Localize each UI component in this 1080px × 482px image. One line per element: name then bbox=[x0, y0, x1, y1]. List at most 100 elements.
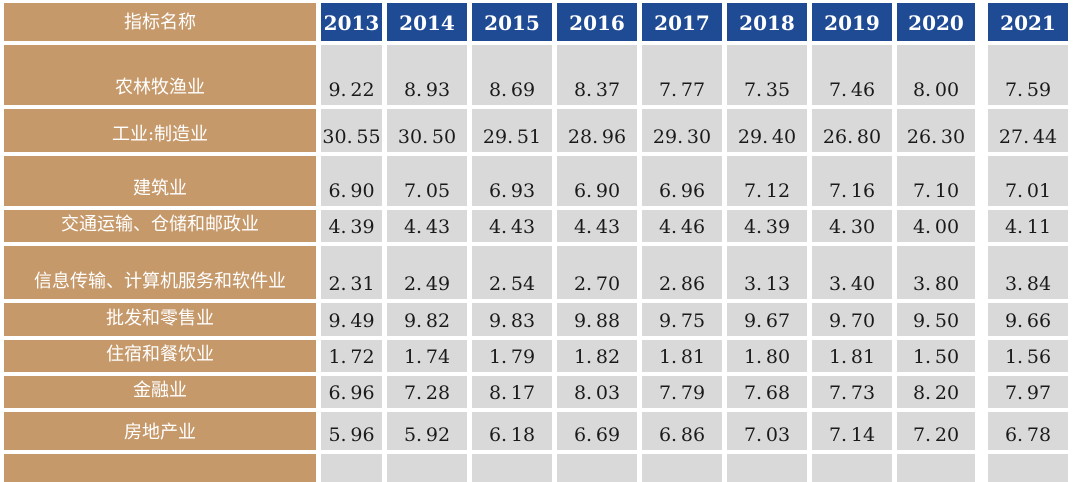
value-cell: 3. 80 bbox=[897, 246, 975, 299]
value-cell: 4. 43 bbox=[557, 210, 637, 242]
value-cell: 2. 63 bbox=[472, 454, 552, 482]
value-cell: 1. 81 bbox=[812, 340, 892, 372]
value-cell: 4. 43 bbox=[472, 210, 552, 242]
row-label: 租赁和商务服务业 bbox=[4, 454, 316, 482]
row-label: 批发和零售业 bbox=[4, 303, 316, 336]
value-cell: 7. 01 bbox=[980, 156, 1068, 206]
value-cell: 9. 70 bbox=[812, 303, 892, 336]
header-label: 指标名称 bbox=[4, 3, 316, 41]
table-row: 农林牧渔业 9. 22 8. 93 8. 69 8. 37 7. 77 7. 35 7. 46… bbox=[4, 45, 1068, 105]
value-cell: 7. 16 bbox=[812, 156, 892, 206]
value-cell: 8. 37 bbox=[557, 45, 637, 105]
value-cell: 29. 40 bbox=[727, 109, 807, 152]
year-header: 2016 bbox=[557, 3, 637, 41]
row-label: 农林牧渔业 bbox=[4, 45, 316, 105]
value-cell: 2. 86 bbox=[642, 246, 722, 299]
value-cell: 6. 86 bbox=[642, 412, 722, 450]
value-cell: 9. 50 bbox=[897, 303, 975, 336]
value-cell: 30. 55 bbox=[321, 109, 382, 152]
value-cell: 7. 03 bbox=[727, 412, 807, 450]
value-cell: 4. 30 bbox=[812, 210, 892, 242]
value-cell: 5. 92 bbox=[387, 412, 467, 450]
row-label: 建筑业 bbox=[4, 156, 316, 206]
value-cell: 8. 17 bbox=[472, 376, 552, 408]
table-row: 住宿和餐饮业 1. 72 1. 74 1. 79 1. 82 1. 81 1. 80 1. 8… bbox=[4, 340, 1068, 372]
table-row: 交通运输、仓储和邮政业 4. 39 4. 43 4. 43 4. 43 4. 46 4. 3… bbox=[4, 210, 1068, 242]
value-cell: 27. 44 bbox=[980, 109, 1068, 152]
table-row: 信息传输、计算机服务和软件业 2. 31 2. 49 2. 54 2. 70 2. 86 3… bbox=[4, 246, 1068, 299]
value-cell: 9. 67 bbox=[727, 303, 807, 336]
value-cell: 8. 03 bbox=[557, 376, 637, 408]
value-cell: 7. 28 bbox=[387, 376, 467, 408]
year-header: 2018 bbox=[727, 3, 807, 41]
value-cell: 7. 35 bbox=[727, 45, 807, 105]
value-cell: 2. 31 bbox=[321, 246, 382, 299]
value-cell: 8. 00 bbox=[897, 45, 975, 105]
value-cell: 29. 30 bbox=[642, 109, 722, 152]
value-cell: 3. 21 bbox=[727, 454, 807, 482]
value-cell: 7. 46 bbox=[812, 45, 892, 105]
value-cell: 7. 59 bbox=[980, 45, 1068, 105]
table-row: 批发和零售业 9. 49 9. 82 9. 83 9. 88 9. 75 9. 67 9. 7… bbox=[4, 303, 1068, 336]
value-cell: 26. 30 bbox=[897, 109, 975, 152]
value-cell: 7. 10 bbox=[897, 156, 975, 206]
value-cell: 6. 69 bbox=[557, 412, 637, 450]
value-cell: 3. 09 bbox=[980, 454, 1068, 482]
header-row: 指标名称 2013 2014 2015 2016 2017 2018 2019 2020 202… bbox=[4, 3, 1068, 41]
value-cell: 9. 83 bbox=[472, 303, 552, 336]
value-cell: 8. 20 bbox=[897, 376, 975, 408]
value-cell: 4. 43 bbox=[387, 210, 467, 242]
value-cell: 1. 72 bbox=[321, 340, 382, 372]
value-cell: 30. 50 bbox=[387, 109, 467, 152]
table-body: 农林牧渔业 9. 22 8. 93 8. 69 8. 37 7. 77 7. 35 7. 46… bbox=[4, 45, 1068, 482]
value-cell: 3. 30 bbox=[812, 454, 892, 482]
value-cell: 1. 74 bbox=[387, 340, 467, 372]
table-row: 金融业 6. 96 7. 28 8. 17 8. 03 7. 79 7. 68 7. 73 8.… bbox=[4, 376, 1068, 408]
year-header: 2015 bbox=[472, 3, 552, 41]
value-cell: 5. 96 bbox=[321, 412, 382, 450]
value-cell: 8. 93 bbox=[387, 45, 467, 105]
value-cell: 4. 11 bbox=[980, 210, 1068, 242]
value-cell: 2. 38 bbox=[387, 454, 467, 482]
year-header: 2019 bbox=[812, 3, 892, 41]
year-header: 2020 bbox=[897, 3, 975, 41]
value-cell: 1. 82 bbox=[557, 340, 637, 372]
value-cell: 4. 46 bbox=[642, 210, 722, 242]
row-label: 金融业 bbox=[4, 376, 316, 408]
value-cell: 9. 22 bbox=[321, 45, 382, 105]
value-cell: 9. 49 bbox=[321, 303, 382, 336]
value-cell: 7. 73 bbox=[812, 376, 892, 408]
value-cell: 6. 78 bbox=[980, 412, 1068, 450]
value-cell: 7. 12 bbox=[727, 156, 807, 206]
value-cell: 6. 96 bbox=[321, 376, 382, 408]
value-cell: 28. 96 bbox=[557, 109, 637, 152]
row-label: 交通运输、仓储和邮政业 bbox=[4, 210, 316, 242]
row-label: 住宿和餐饮业 bbox=[4, 340, 316, 372]
table-row: 租赁和商务服务业2. 242. 382. 632. 883. 043. 213.… bbox=[4, 454, 1068, 482]
value-cell: 9. 88 bbox=[557, 303, 637, 336]
value-cell: 1. 81 bbox=[642, 340, 722, 372]
value-cell: 6. 93 bbox=[472, 156, 552, 206]
value-cell: 2. 88 bbox=[557, 454, 637, 482]
value-cell: 7. 68 bbox=[727, 376, 807, 408]
value-cell: 7. 79 bbox=[642, 376, 722, 408]
value-cell: 29. 51 bbox=[472, 109, 552, 152]
table-row: 工业:制造业 30. 55 30. 50 29. 51 28. 96 29. 30 29. … bbox=[4, 109, 1068, 152]
value-cell: 2. 70 bbox=[557, 246, 637, 299]
value-cell: 3. 20 bbox=[897, 454, 975, 482]
value-cell: 1. 56 bbox=[980, 340, 1068, 372]
value-cell: 3. 84 bbox=[980, 246, 1068, 299]
value-cell: 26. 80 bbox=[812, 109, 892, 152]
year-header: 2014 bbox=[387, 3, 467, 41]
value-cell: 1. 80 bbox=[727, 340, 807, 372]
table-row: 房地产业 5. 96 5. 92 6. 18 6. 69 6. 86 7. 03 7. 14 7… bbox=[4, 412, 1068, 450]
row-label: 工业:制造业 bbox=[4, 109, 316, 152]
value-cell: 7. 97 bbox=[980, 376, 1068, 408]
value-cell: 7. 05 bbox=[387, 156, 467, 206]
value-cell: 6. 90 bbox=[557, 156, 637, 206]
value-cell: 4. 39 bbox=[727, 210, 807, 242]
value-cell: 6. 96 bbox=[642, 156, 722, 206]
value-cell: 7. 20 bbox=[897, 412, 975, 450]
